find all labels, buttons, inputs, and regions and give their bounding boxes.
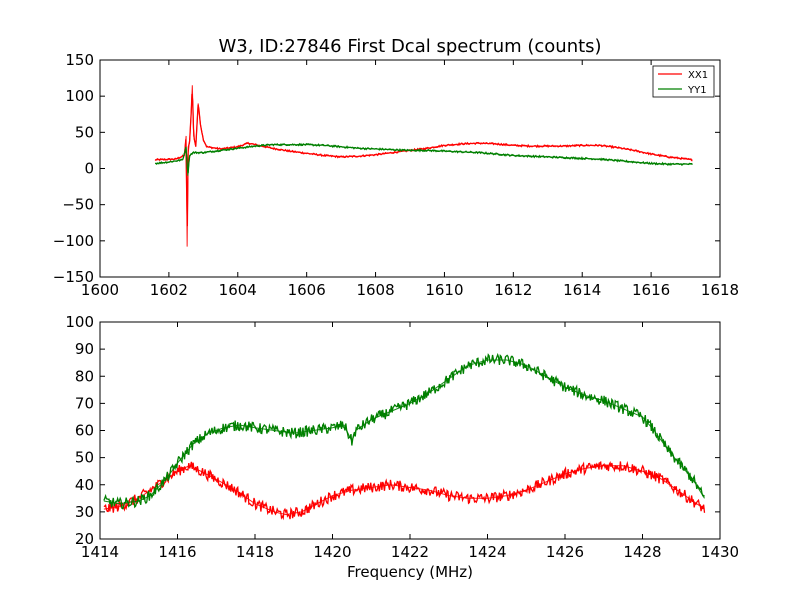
y-tick-label: 20 [75,530,94,548]
y-tick-label: 100 [65,87,94,105]
x-tick-label: 1420 [313,543,351,561]
x-tick-label: 1618 [701,281,739,299]
series-line-1-1 [103,352,705,510]
series-trend-yy1 [155,144,693,176]
y-tick-label: 80 [75,367,94,385]
top-chart-title: W3, ID:27846 First Dcal spectrum (counts… [218,36,601,57]
x-tick-label: 1602 [150,281,188,299]
x-tick-label: 1428 [623,543,661,561]
bottom-chart-plot-area: 1414 1416 1418 1420 1422 1424 1426 1428 1430 20 30… [65,313,739,561]
y-tick-label: 150 [65,51,94,69]
x-tick-label: 1424 [468,543,506,561]
y-tick-label: −100 [53,232,94,250]
y-tick-label: 50 [75,123,94,141]
bottom-chart-x-axis-label: Frequency (MHz) [347,563,473,581]
y-tick-label: −50 [62,196,94,214]
y-tick-label: 70 [75,394,94,412]
legend-label-yy1: YY1 [687,85,707,96]
y-tick-label: 100 [65,313,94,331]
x-tick-label: 1414 [81,543,119,561]
x-tick-label: 1430 [701,543,739,561]
x-tick-label: 1610 [425,281,463,299]
x-tick-label: 1604 [219,281,257,299]
y-tick-label: 60 [75,422,94,440]
x-tick-label: 1422 [391,543,429,561]
y-tick-label: 30 [75,503,94,521]
x-tick-label: 1426 [546,543,584,561]
y-tick-label: 50 [75,449,94,467]
series-trend-1-1 [103,359,705,505]
top-chart-legend: XX1 YY1 [652,65,715,98]
x-tick-label: 1608 [356,281,394,299]
series-trend-xx1 [155,85,693,247]
x-tick-label: 1418 [236,543,274,561]
legend-label-xx1: XX1 [688,70,708,81]
series-trend-1-0 [103,465,705,516]
x-tick-label: 1606 [288,281,326,299]
x-tick-label: 1616 [632,281,670,299]
x-tick-label: 1416 [158,543,196,561]
top-chart-plot-area: 1600 1602 1604 1606 1608 1610 1612 1614 1616 1618… [53,51,739,299]
y-tick-label: 0 [84,160,94,178]
y-tick-label: 90 [75,340,94,358]
x-tick-label: 1600 [81,281,119,299]
y-tick-label: 40 [75,476,94,494]
y-tick-label: −150 [53,268,94,286]
x-tick-label: 1614 [563,281,601,299]
bottom-chart: 1414 1416 1418 1420 1422 1424 1426 1428 1430 20 30… [65,313,739,581]
x-tick-label: 1612 [494,281,532,299]
top-chart: W3, ID:27846 First Dcal spectrum (counts… [53,36,739,299]
legend-box [652,65,715,98]
